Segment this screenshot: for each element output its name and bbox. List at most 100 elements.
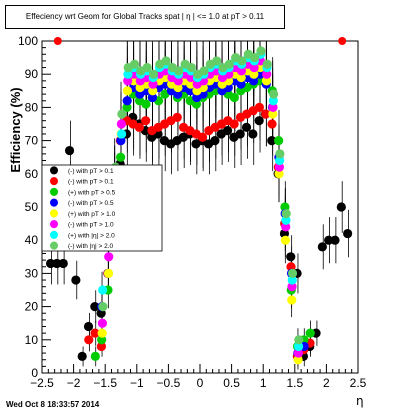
data-point [236, 79, 246, 89]
x-axis-label: η [356, 394, 364, 408]
data-point [161, 56, 171, 66]
y-tick-label: 80 [25, 100, 39, 114]
data-point [261, 109, 271, 119]
x-tick-label: −1.5 [93, 376, 117, 390]
data-point [274, 136, 284, 146]
data-point [197, 132, 208, 142]
y-tick-label: 40 [25, 233, 39, 247]
timestamp: Wed Oct 8 18:33:57 2014 [6, 400, 100, 409]
y-tick-label: 60 [25, 167, 39, 181]
x-tick-label: 0 [197, 376, 204, 390]
legend-label: (+) with |η| > 2.0 [68, 232, 115, 239]
x-tick-label: −0.5 [157, 376, 181, 390]
data-point [71, 275, 81, 285]
legend-label: (+) with pT > 0.5 [68, 189, 116, 196]
data-point [256, 46, 266, 56]
data-point [148, 86, 158, 96]
x-tick-label: 0.5 [223, 376, 240, 390]
data-point [52, 258, 62, 269]
data-point [173, 89, 183, 99]
reference-point [338, 37, 347, 45]
data-point [293, 355, 303, 365]
y-tick-label: 30 [25, 266, 39, 280]
data-point [224, 59, 234, 69]
data-point [122, 86, 133, 96]
data-point [336, 202, 346, 212]
x-tick-label: −2 [67, 376, 81, 390]
data-point [305, 328, 315, 338]
data-point [117, 109, 127, 119]
data-point [186, 79, 196, 89]
legend-marker [50, 230, 58, 239]
data-point [97, 328, 107, 338]
x-tick-label: −1 [130, 376, 144, 390]
data-point [122, 96, 132, 106]
x-tick-label: 2 [323, 376, 330, 390]
x-tick-label: 2.5 [350, 376, 367, 390]
data-point [90, 302, 100, 312]
data-point [123, 69, 133, 79]
data-point [343, 228, 353, 239]
data-markers [45, 37, 353, 365]
chart-title: Effeciency wrt Geom for Global Tracks sp… [5, 5, 285, 29]
data-point [287, 295, 297, 305]
data-point [287, 268, 298, 278]
data-point [235, 129, 245, 139]
data-point [77, 351, 87, 361]
data-point [212, 56, 222, 66]
data-point [199, 66, 209, 76]
data-point [147, 92, 158, 103]
data-point [191, 99, 202, 109]
data-point [186, 62, 197, 73]
data-point [186, 72, 196, 83]
data-point [317, 242, 327, 252]
data-point [267, 136, 277, 146]
data-point [64, 145, 75, 156]
legend-marker [50, 187, 58, 196]
data-point [254, 116, 264, 126]
data-point [281, 209, 291, 219]
data-point [122, 102, 132, 112]
data-point [90, 328, 100, 338]
y-tick-label: 10 [25, 333, 39, 347]
data-point [117, 129, 127, 139]
data-point [236, 66, 247, 76]
data-point [141, 116, 151, 126]
data-point [262, 69, 272, 79]
legend-marker [50, 220, 58, 229]
data-point [275, 149, 285, 159]
data-point [229, 119, 239, 129]
data-point [236, 72, 246, 83]
data-point [97, 318, 108, 328]
data-point [250, 53, 260, 63]
data-point [274, 169, 284, 179]
data-point [116, 136, 126, 146]
data-point [103, 268, 114, 278]
data-point [116, 119, 126, 129]
legend: (-) with pT > 0.1 (-) with pT > 0.1 (+) wi… [41, 164, 163, 252]
data-point [268, 96, 278, 106]
data-point [330, 235, 340, 245]
data-point [97, 335, 107, 345]
data-point [287, 275, 297, 285]
data-point [248, 76, 259, 86]
data-point [237, 56, 247, 66]
data-point [98, 285, 108, 295]
data-point [123, 76, 133, 86]
data-point [293, 341, 304, 352]
legend-label: (-) with pT > 0.5 [68, 200, 114, 207]
y-tick-label: 100 [18, 34, 38, 48]
data-point [129, 59, 140, 69]
data-point [275, 155, 285, 166]
y-tick-label: 90 [25, 67, 39, 81]
y-tick-label: 70 [25, 134, 39, 148]
data-point [173, 82, 183, 93]
data-point [286, 252, 296, 262]
legend-label: (+) with pT > 1.0 [68, 211, 116, 218]
data-point [287, 282, 297, 292]
data-point [98, 302, 108, 312]
data-point [185, 86, 195, 96]
data-point [293, 348, 303, 358]
data-point [249, 62, 259, 73]
legend-label: (-) with |η| > 2.0 [68, 243, 113, 250]
